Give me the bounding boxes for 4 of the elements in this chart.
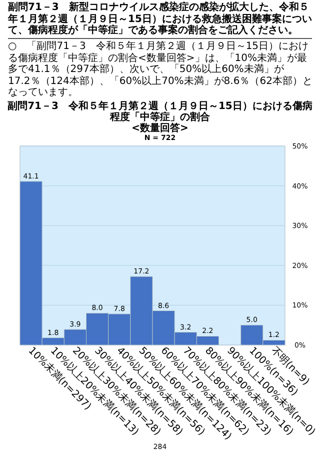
chart-subtitle: <数量回答> [130,123,190,134]
text: ○ 「副問71－3 令和５年１月第２週（１月９日～15日）における傷病程度「中等症」の割合<数量回答>」は、「10%未満」が最多で41.1％（297本部）、次いで、「50%以上60%未満」が17.2％（124本部）、「60%以上70%未満」が8.6％（62本部）となっています。 [8,41,314,98]
text: 副問71－3 新型コロナウイルス感染症の感染が拡大した、令和５年１月第２週（１月９日～15日）における救急搬送困難事案について、傷病程度が「中等症」である事案の割合をご記入ください。 [8,2,312,38]
chart-title: 副問71－3 令和５年１月第２週（１月９日～15日）における傷病程度「中等症」の割合 [6,101,314,123]
